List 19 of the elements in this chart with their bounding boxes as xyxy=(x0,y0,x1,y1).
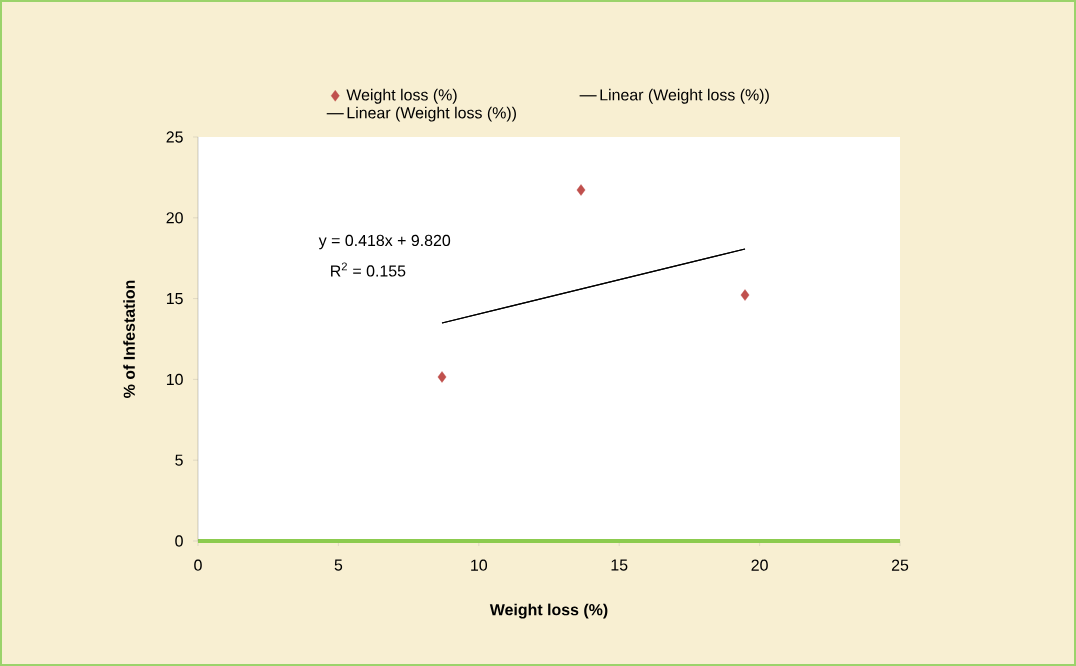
y-axis-title: % of Infestation xyxy=(123,280,135,398)
y-tick-label: 0 xyxy=(175,535,183,547)
x-axis-title: Weight loss (%) xyxy=(489,603,608,619)
legend-label: Weight loss (%) xyxy=(346,88,457,104)
y-tick-label: 5 xyxy=(175,454,183,466)
x-tick-label: 15 xyxy=(611,559,628,571)
x-tick-label: 20 xyxy=(751,559,768,571)
y-tick-label: 10 xyxy=(166,373,183,386)
y-tick-label: 20 xyxy=(166,212,183,224)
x-tick-label: 0 xyxy=(194,559,202,571)
x-tick-label: 25 xyxy=(891,559,909,571)
x-tick-label: 10 xyxy=(471,559,488,571)
annotation: R$^{2}$ = 0.155 xyxy=(331,262,406,277)
x-tick-label: 5 xyxy=(334,559,343,571)
legend-label: Linear (Weight loss (%)) xyxy=(347,106,516,122)
y-tick-label: 25 xyxy=(166,131,183,143)
legend-label: Linear (Weight loss (%)) xyxy=(600,88,769,104)
annotation: y = 0.418x + 9.820 xyxy=(318,234,451,250)
y-tick-label: 15 xyxy=(166,293,183,305)
